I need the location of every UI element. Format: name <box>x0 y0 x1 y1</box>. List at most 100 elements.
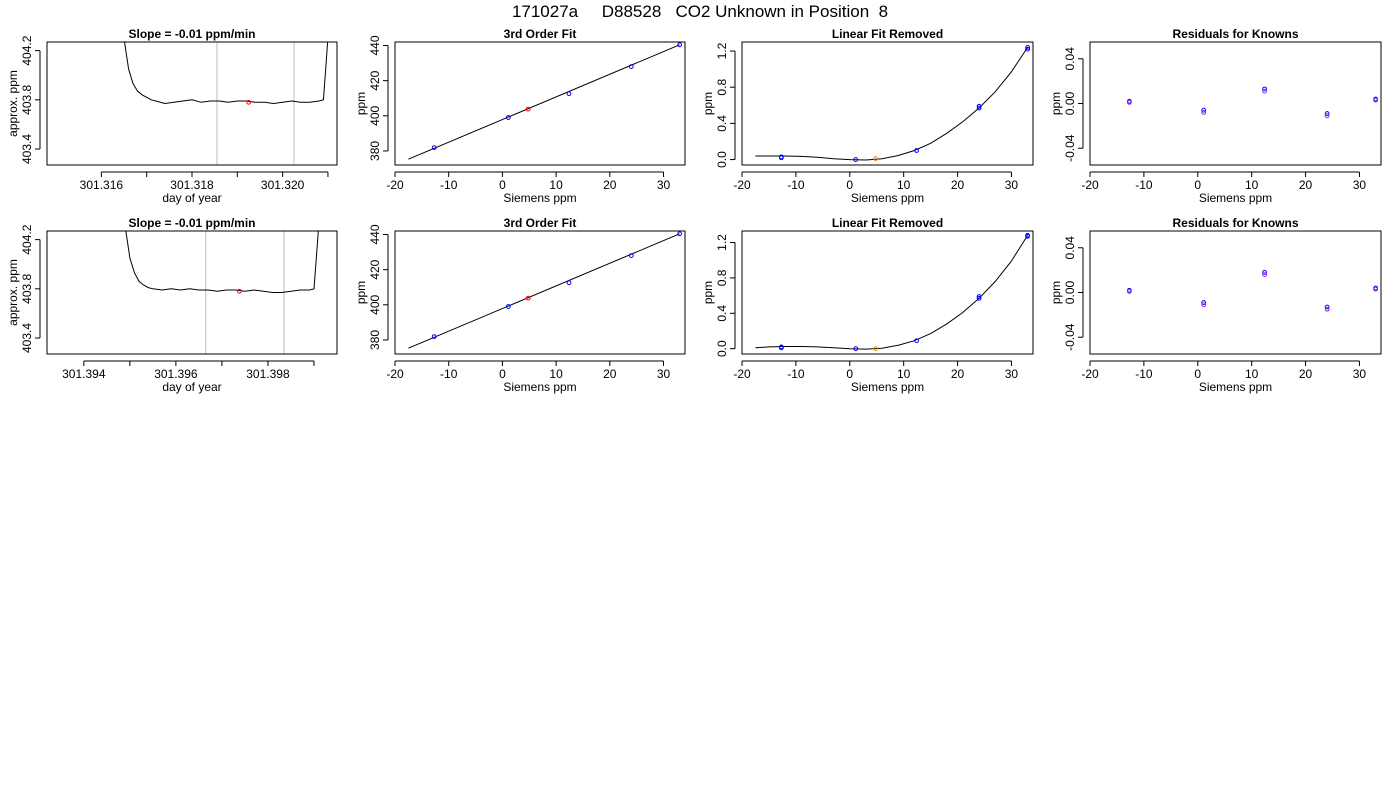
x-tick-label: 301.398 <box>246 367 290 381</box>
chart-title: Linear Fit Removed <box>832 216 943 230</box>
residual-point <box>1324 304 1330 310</box>
chart-panel-8: -20 -10 0 10 20 30 -0.04 0.00 0.04 Residuals for … <box>1049 216 1382 394</box>
known-point <box>976 295 982 301</box>
chart-title: Linear Fit Removed <box>832 27 943 41</box>
known-point <box>976 105 982 111</box>
x-tick-label: -10 <box>1135 178 1153 192</box>
unknown-point <box>525 295 531 301</box>
known-point <box>431 145 437 151</box>
x-tick-label: -20 <box>1081 367 1099 381</box>
x-tick-label: 30 <box>657 367 671 381</box>
residual-point <box>1373 97 1379 103</box>
x-tick-label: 10 <box>549 367 563 381</box>
x-tick-label: 301.396 <box>154 367 198 381</box>
unknown-point <box>246 99 252 105</box>
known-point <box>431 334 437 340</box>
x-tick-label: 0 <box>499 367 506 381</box>
residual-point <box>1262 86 1267 92</box>
x-tick-label: 20 <box>951 367 965 381</box>
plot-frame <box>46 230 338 355</box>
x-tick-label: 0 <box>846 367 853 381</box>
x-tick-label: -20 <box>386 178 404 192</box>
residual-point <box>1201 107 1207 113</box>
known-point <box>853 346 859 352</box>
residual-point <box>1324 113 1330 119</box>
y-axis-label: ppm <box>701 281 715 304</box>
known-point <box>1025 46 1031 52</box>
y-tick-label: 403.8 <box>20 273 34 303</box>
y-axis-label: ppm <box>1049 92 1063 115</box>
plot-frame <box>741 230 1034 355</box>
x-tick-label: 0 <box>846 178 853 192</box>
x-tick-label: -10 <box>440 178 458 192</box>
known-point <box>628 64 634 69</box>
y-tick-label: 440 <box>368 35 382 55</box>
x-tick-label: 301.318 <box>170 178 214 192</box>
chart-panel-6: -20 -10 0 10 20 30 380 400 420 440 3rd Order Fit Si… <box>354 216 686 394</box>
plot-frame <box>1089 230 1382 355</box>
y-tick-label: 380 <box>368 141 382 161</box>
plot-area <box>755 45 1031 162</box>
x-tick-label: -20 <box>1081 178 1099 192</box>
y-tick-label: 0.8 <box>715 79 729 96</box>
chart-title: 3rd Order Fit <box>504 216 577 230</box>
x-tick-label: 10 <box>1245 178 1259 192</box>
residual-point <box>1324 306 1330 312</box>
chart-panel-2: -20 -10 0 10 20 30 380 400 420 440 3rd Order Fit Si… <box>354 27 686 205</box>
series-line <box>124 42 329 105</box>
y-tick-label: 0.4 <box>715 115 729 132</box>
known-point <box>976 103 982 109</box>
residual-point <box>1126 99 1132 105</box>
x-tick-label: -10 <box>1135 367 1153 381</box>
unknown-point <box>525 106 531 112</box>
plot-area <box>124 42 329 105</box>
known-point <box>505 115 511 120</box>
y-axis-label: ppm <box>1049 281 1063 304</box>
fit-line <box>408 233 680 349</box>
chart-panel-1: 301.316 301.318 301.320 403.4 403.8 404.2 Slop… <box>6 27 338 205</box>
x-tick-label: 20 <box>1299 367 1313 381</box>
y-tick-label: 0.8 <box>715 269 729 286</box>
residual-point <box>1373 286 1379 292</box>
x-tick-label: 0 <box>499 178 506 192</box>
y-tick-label: 420 <box>368 259 382 279</box>
y-tick-label: 403.4 <box>20 134 34 164</box>
x-tick-label: -20 <box>386 367 404 381</box>
y-tick-label: 440 <box>368 224 382 244</box>
y-tick-label: 404.2 <box>20 35 34 65</box>
y-tick-label: 0.04 <box>1063 47 1077 71</box>
x-tick-label: 10 <box>1245 367 1259 381</box>
y-tick-label: 0.00 <box>1063 91 1077 115</box>
fit-curve <box>755 47 1029 161</box>
y-tick-label: 403.8 <box>20 84 34 114</box>
y-tick-label: 1.2 <box>715 42 729 59</box>
fit-line <box>408 44 680 160</box>
series-line <box>125 231 319 293</box>
y-tick-label: 404.2 <box>20 224 34 254</box>
chart-title: 3rd Order Fit <box>504 27 577 41</box>
known-point <box>566 280 572 286</box>
chart-title: Slope = -0.01 ppm/min <box>128 216 255 230</box>
residual-point <box>1262 88 1267 94</box>
y-tick-label: 0.04 <box>1063 236 1077 260</box>
fit-curve <box>755 235 1029 350</box>
residual-point <box>1262 269 1267 275</box>
y-axis-label: ppm <box>701 92 715 115</box>
x-tick-label: 0 <box>1194 367 1201 381</box>
x-tick-label: 0 <box>1194 178 1201 192</box>
chart-title: Slope = -0.01 ppm/min <box>128 27 255 41</box>
known-point <box>778 155 784 161</box>
known-point <box>628 253 634 259</box>
y-tick-label: 400 <box>368 294 382 314</box>
plot-area <box>408 231 683 349</box>
x-tick-label: 20 <box>951 178 965 192</box>
y-axis-label: ppm <box>354 92 368 115</box>
y-tick-label: 0.0 <box>715 151 729 168</box>
known-point <box>914 338 919 344</box>
x-tick-label: 30 <box>1005 178 1019 192</box>
residual-point <box>1201 302 1207 308</box>
plot-frame <box>741 41 1034 166</box>
known-point <box>566 91 572 97</box>
y-tick-label: 380 <box>368 330 382 350</box>
